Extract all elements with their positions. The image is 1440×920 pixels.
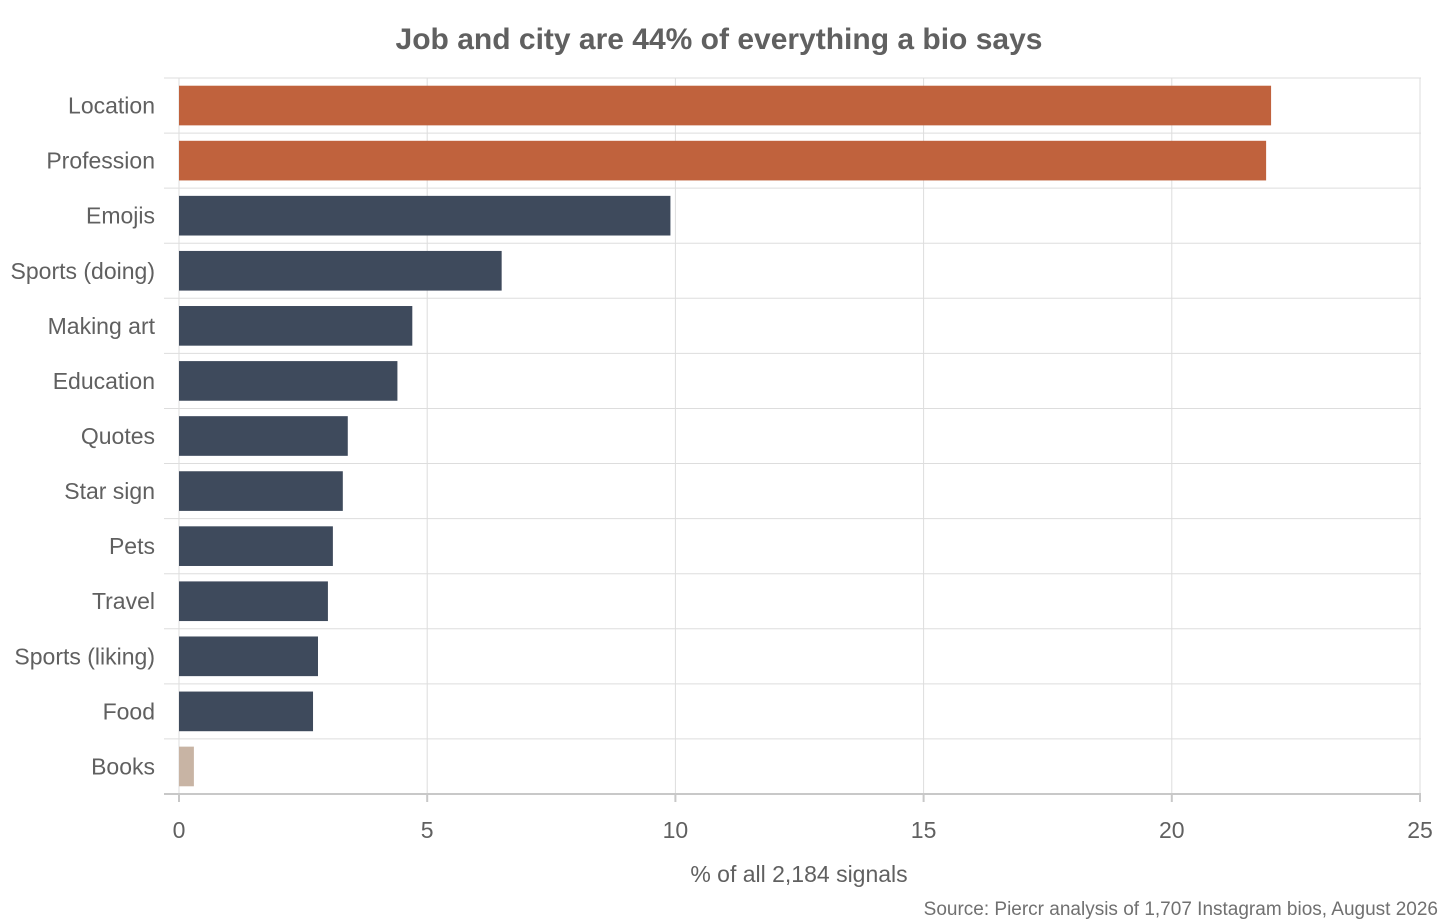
x-tick-label: 15	[911, 817, 937, 843]
bar-making-art	[179, 306, 413, 346]
category-label: Travel	[92, 588, 155, 614]
bar-quotes	[179, 416, 348, 456]
bar-education	[179, 361, 398, 401]
category-separators	[164, 77, 1421, 795]
bar-books	[179, 746, 194, 787]
category-label: Emojis	[86, 203, 155, 229]
category-label: Making art	[48, 313, 156, 339]
category-label: Pets	[109, 533, 155, 559]
category-label: Books	[91, 753, 155, 779]
grid-lines	[178, 78, 1421, 794]
bar-location	[179, 85, 1272, 126]
category-label: Food	[103, 698, 155, 724]
bars	[179, 85, 1272, 787]
category-label: Education	[53, 368, 155, 394]
bar-food	[179, 691, 314, 732]
category-label: Sports (doing)	[11, 258, 155, 284]
x-tick-label: 20	[1159, 817, 1185, 843]
category-label: Profession	[46, 148, 155, 174]
x-tick-label: 0	[173, 817, 186, 843]
bar-sports-doing	[179, 250, 502, 291]
bar-sports-liking	[179, 636, 318, 677]
x-tick-label: 25	[1407, 817, 1433, 843]
category-label: Sports (liking)	[14, 643, 155, 669]
category-label: Star sign	[64, 478, 155, 504]
x-axis-ticks: 0 5 10 15 20 25	[173, 794, 1433, 843]
x-tick-label: 5	[421, 817, 434, 843]
bar-emojis	[179, 195, 671, 236]
source-note: Source: Piercr analysis of 1,707 Instagr…	[924, 899, 1438, 920]
bar-travel	[179, 581, 328, 622]
bar-star-sign	[179, 471, 343, 511]
bar-pets	[179, 526, 333, 566]
category-labels: Location Profession Emojis Sports (doing) Ma…	[11, 93, 156, 780]
bar-profession	[179, 140, 1267, 181]
x-axis-title: % of all 2,184 signals	[690, 861, 907, 887]
category-label: Quotes	[81, 423, 155, 449]
category-label: Location	[68, 93, 155, 119]
x-tick-label: 10	[663, 817, 689, 843]
chart-title: Job and city are 44% of everything a bio…	[396, 23, 1043, 56]
